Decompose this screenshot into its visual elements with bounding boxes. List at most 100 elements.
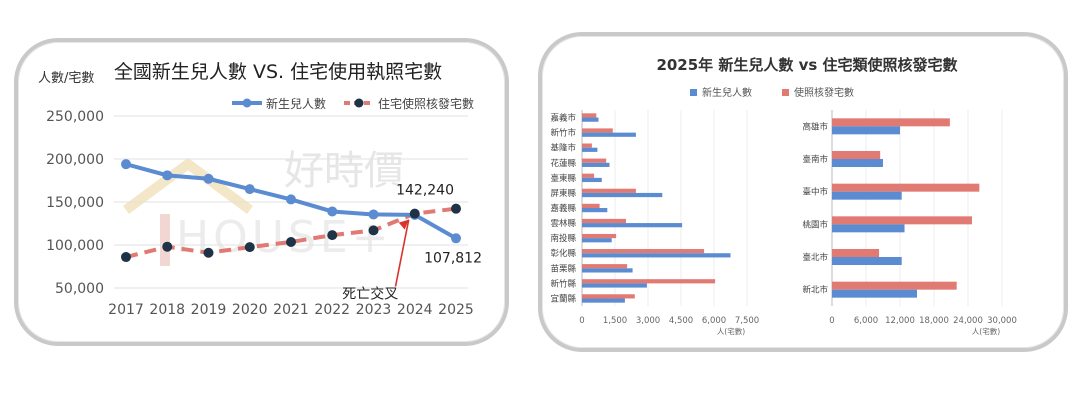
- category-label: 基隆市: [550, 143, 576, 154]
- data-point-births: [368, 209, 379, 220]
- y-tick-label: 50,000: [55, 281, 104, 297]
- x-tick-label: 3,000: [636, 316, 660, 326]
- x-tick-label: 0: [579, 316, 584, 326]
- category-label: 高雄市: [802, 121, 828, 132]
- bar-permits: [582, 128, 613, 133]
- x-tick-label: 2023: [356, 302, 392, 318]
- bar-permits: [582, 279, 716, 284]
- bar-permits: [832, 216, 972, 225]
- bar-permits: [582, 173, 595, 178]
- x-axis-label: 人(宅數): [972, 326, 1000, 336]
- category-label: 彰化縣: [550, 248, 576, 259]
- bar-permits: [582, 203, 600, 208]
- x-tick-label: 2025: [438, 302, 474, 318]
- bar-births: [832, 224, 905, 233]
- bar-permits: [582, 233, 617, 239]
- legend-label-housing: 住宅使照核發宅數: [378, 96, 474, 111]
- bar-permits: [582, 218, 626, 224]
- bar-births: [832, 257, 902, 265]
- bar-permits: [832, 151, 881, 159]
- death-cross-arrow-line: [394, 219, 410, 287]
- legend-swatch-births: [690, 89, 697, 96]
- x-tick-label: 2019: [191, 302, 227, 318]
- legend-label-births: 新生兒人數: [702, 86, 752, 99]
- data-point-births: [451, 233, 461, 244]
- category-label: 花蓮縣: [550, 158, 576, 169]
- bar-permits: [582, 188, 636, 193]
- data-point-housing: [409, 208, 420, 219]
- bar-births: [832, 191, 902, 200]
- bar-births: [582, 268, 633, 273]
- death-cross-arrowhead: [398, 219, 409, 230]
- x-tick-label: 24,000: [953, 316, 983, 326]
- category-label: 南投縣: [550, 233, 576, 244]
- bar-permits: [582, 264, 628, 269]
- x-tick-label: 2017: [108, 302, 144, 318]
- legend-swatch-permits: [782, 89, 789, 96]
- category-label: 桃園市: [802, 219, 828, 230]
- bar-permits: [832, 183, 980, 192]
- data-point-housing: [162, 241, 173, 252]
- data-point-housing: [244, 242, 255, 253]
- bar-permits: [582, 249, 705, 254]
- x-tick-label: 12,000: [885, 316, 915, 326]
- bar-births: [582, 177, 602, 183]
- data-point-housing: [451, 203, 461, 214]
- bar-births: [582, 147, 598, 152]
- x-tick-label: 6,000: [854, 316, 878, 326]
- annotation-death-cross: 死亡交叉: [342, 285, 398, 302]
- category-label: 臺東縣: [550, 173, 576, 184]
- watermark-bar-shape: [160, 214, 170, 266]
- bar-permits: [832, 118, 950, 127]
- x-tick-label: 2020: [232, 302, 268, 318]
- annotation-births-2025: 107,812: [424, 250, 482, 266]
- chart-title: 全國新生兒人數 VS. 住宅使用執照宅數: [114, 61, 442, 83]
- bar-births: [582, 208, 608, 213]
- legend-label-births: 新生兒人數: [266, 96, 326, 111]
- x-tick-label: 2021: [273, 302, 309, 318]
- category-label: 苗栗縣: [550, 263, 576, 274]
- x-tick-label: 2024: [397, 302, 433, 318]
- x-tick-label: 18,000: [919, 316, 949, 326]
- x-tick-label: 2022: [314, 302, 350, 318]
- x-tick-label: 0: [829, 316, 834, 326]
- category-label: 新北市: [802, 285, 828, 296]
- category-label: 臺中市: [802, 187, 828, 198]
- line-chart: 好時價HOUSE+全國新生兒人數 VS. 住宅使用執照宅數人數/宅數新生兒人數住…: [38, 61, 482, 318]
- bar-births: [582, 238, 612, 243]
- data-point-housing: [203, 247, 214, 258]
- category-label: 臺北市: [802, 252, 828, 263]
- category-label: 嘉義市: [550, 113, 576, 124]
- category-label: 宜蘭縣: [550, 293, 576, 304]
- data-point-housing: [286, 236, 296, 247]
- bar-births: [832, 159, 883, 167]
- data-point-births: [121, 159, 131, 170]
- category-label: 雲林縣: [550, 218, 576, 229]
- bar-births: [832, 289, 917, 298]
- legend-marker-births: [242, 98, 252, 108]
- data-point-housing: [327, 230, 338, 241]
- legend: 新生兒人數 住宅使照核發宅數: [232, 96, 474, 111]
- watermark-text-cn: 好時價: [284, 148, 404, 194]
- y-tick-label: 100,000: [46, 238, 104, 254]
- category-label: 新竹縣: [550, 278, 576, 289]
- data-point-births: [162, 170, 173, 181]
- watermark-roof-shape: [123, 157, 253, 215]
- bar-births: [582, 298, 625, 303]
- bar-permits: [582, 294, 635, 299]
- bar-permits: [582, 158, 607, 163]
- annotation-housing-2025: 142,240: [396, 183, 454, 199]
- bar-permits: [832, 249, 880, 257]
- data-point-housing: [121, 252, 131, 263]
- bar-births: [582, 162, 610, 167]
- data-point-housing: [368, 225, 379, 236]
- x-tick-label: 1,500: [603, 316, 627, 326]
- legend-marker-housing: [354, 98, 364, 108]
- bar-births: [582, 253, 731, 258]
- category-label: 新竹市: [550, 128, 576, 139]
- bar-permits: [582, 143, 592, 148]
- birth-vs-housing-line-card: 好時價 HOUSE+ 全國新生兒人數 VS. 住宅使用執照宅數 人數/宅數 新生兒人數住…: [14, 38, 509, 346]
- bar-permits: [832, 281, 957, 290]
- category-label: 屏東縣: [550, 188, 576, 199]
